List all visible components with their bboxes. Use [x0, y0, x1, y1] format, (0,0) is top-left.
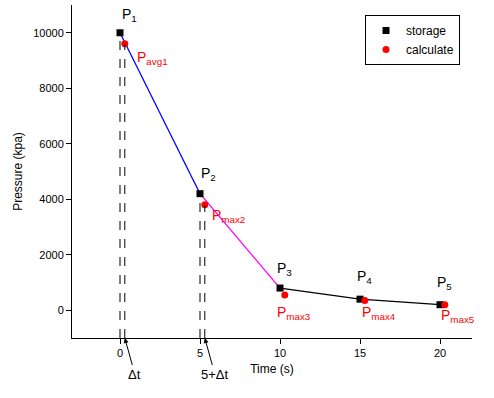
svg-text:P​4​: P​4​	[357, 268, 372, 286]
svg-text:0: 0	[117, 347, 123, 359]
svg-text:20: 20	[434, 347, 446, 359]
svg-text:8000: 8000	[39, 82, 63, 94]
svg-text:P​max2​: P​max2​	[212, 207, 245, 225]
svg-text:Pressure (kpa): Pressure (kpa)	[11, 132, 25, 211]
svg-text:0: 0	[58, 304, 64, 316]
svg-text:5+Δt: 5+Δt	[201, 367, 229, 382]
svg-text:10000: 10000	[33, 27, 64, 39]
svg-text:P​max5​: P​max5​	[441, 307, 475, 325]
svg-text:Time (s): Time (s)	[250, 362, 294, 376]
svg-text:P​max4​: P​max4​	[362, 304, 396, 322]
svg-text:4000: 4000	[39, 193, 63, 205]
svg-text:P​1​: P​1​	[122, 6, 137, 24]
svg-text:P​avg1​: P​avg1​	[137, 49, 168, 67]
svg-text:P​5​: P​5​	[437, 274, 452, 292]
svg-text:6000: 6000	[39, 138, 63, 150]
svg-text:P​max3​: P​max3​	[277, 304, 311, 322]
svg-text:Δt: Δt	[128, 367, 141, 382]
svg-text:P​3​: P​3​	[277, 260, 292, 278]
svg-text:storage: storage	[406, 24, 446, 38]
svg-text:5: 5	[197, 347, 203, 359]
svg-text:calculate: calculate	[406, 43, 454, 57]
svg-text:10: 10	[274, 347, 286, 359]
svg-text:15: 15	[354, 347, 366, 359]
svg-text:P​2​: P​2​	[201, 165, 216, 183]
svg-text:2000: 2000	[39, 249, 63, 261]
